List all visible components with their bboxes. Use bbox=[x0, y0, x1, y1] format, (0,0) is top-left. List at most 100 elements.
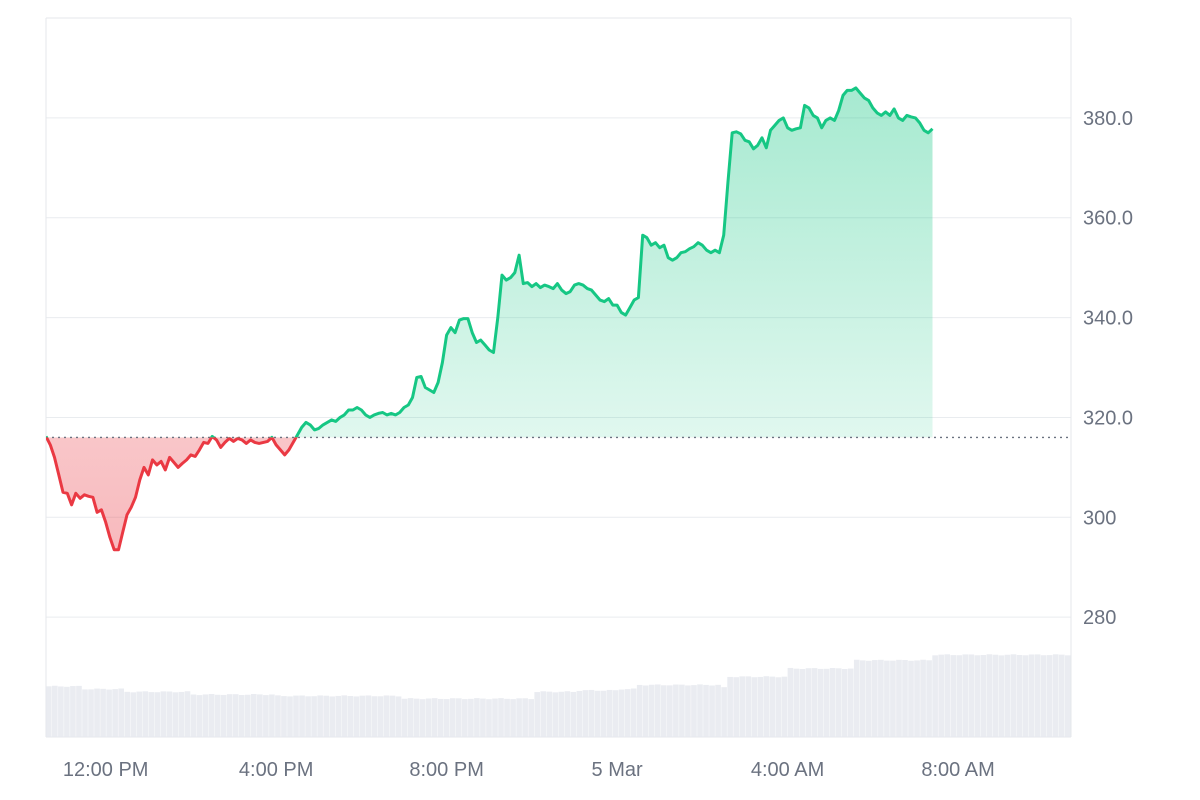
volume-bar bbox=[341, 695, 348, 737]
volume-bar bbox=[636, 684, 643, 737]
volume-bar bbox=[739, 676, 746, 737]
price-line-down bbox=[46, 437, 298, 552]
volume-bar bbox=[118, 688, 124, 737]
axes: 380.0 360.0 340.0 320.0 300 280 12:00 PM 4:00 P… bbox=[63, 108, 1133, 781]
volume-bar bbox=[715, 684, 721, 737]
volume-bar bbox=[853, 659, 860, 737]
volume-bar bbox=[449, 698, 456, 737]
volume-bar bbox=[504, 698, 510, 737]
volume-bar bbox=[263, 695, 269, 737]
volume-bar bbox=[383, 695, 390, 737]
volume-bar bbox=[431, 698, 438, 737]
volume-bar bbox=[305, 696, 311, 737]
volume-bar bbox=[130, 692, 137, 737]
volume-bar bbox=[835, 668, 842, 737]
volume-bar bbox=[244, 694, 251, 737]
volume-bar bbox=[721, 687, 727, 737]
volume-bar bbox=[1052, 654, 1059, 737]
volume-bar bbox=[685, 685, 691, 737]
volume-bar bbox=[275, 695, 281, 737]
volume-bar bbox=[1022, 655, 1029, 737]
volume-bar bbox=[136, 691, 143, 737]
volume-bar bbox=[968, 654, 975, 737]
volume-bar bbox=[896, 659, 902, 737]
volume-bar bbox=[510, 699, 516, 737]
volume-bar bbox=[371, 696, 378, 737]
area-below-baseline bbox=[46, 437, 297, 550]
volume-bar bbox=[353, 696, 360, 737]
volume-bar bbox=[232, 694, 239, 737]
volume-bar bbox=[401, 698, 408, 737]
volume-bar bbox=[251, 694, 257, 737]
volume-bar bbox=[920, 659, 926, 737]
volume-bar bbox=[612, 690, 619, 737]
volume-bar bbox=[196, 695, 203, 737]
volume-bar bbox=[1010, 654, 1017, 737]
volume-bar bbox=[1016, 655, 1023, 737]
y-tick-label: 380.0 bbox=[1083, 108, 1133, 130]
volume-bar bbox=[956, 655, 963, 737]
volume-bar bbox=[799, 668, 806, 737]
y-tick-label: 300 bbox=[1083, 507, 1116, 529]
volume-bar bbox=[546, 691, 553, 737]
volume-bar bbox=[160, 691, 167, 737]
volume-bar bbox=[679, 684, 685, 737]
volume-bar bbox=[323, 695, 329, 737]
volume-bar bbox=[618, 689, 625, 737]
volume-bar bbox=[823, 668, 830, 737]
volume-bar bbox=[769, 676, 776, 737]
volume-bar bbox=[600, 690, 607, 737]
volume-bar bbox=[630, 688, 637, 737]
volume-bar bbox=[534, 692, 541, 737]
volume-bar bbox=[811, 668, 818, 737]
volume-bar bbox=[202, 694, 209, 737]
volume-bar bbox=[70, 686, 76, 737]
volume-bar bbox=[1028, 654, 1035, 737]
volume-bar bbox=[148, 692, 155, 737]
volume-bar bbox=[691, 685, 697, 737]
volume-bar bbox=[805, 668, 812, 737]
volume-bar bbox=[166, 691, 173, 737]
volume-bar bbox=[456, 698, 462, 737]
volume-bar bbox=[648, 684, 655, 737]
volume-bar bbox=[365, 695, 372, 737]
volume-bar bbox=[1040, 655, 1047, 737]
volume-bar bbox=[359, 695, 366, 737]
volume-bar bbox=[745, 676, 752, 737]
volume-bar bbox=[781, 676, 788, 737]
volume-bar bbox=[208, 694, 215, 737]
volume-bar bbox=[594, 690, 601, 737]
volume-bar bbox=[938, 654, 944, 737]
volume-bar bbox=[100, 688, 106, 737]
volume-bar bbox=[317, 695, 323, 737]
volume-bar bbox=[667, 685, 673, 737]
volume-bar bbox=[673, 684, 679, 737]
volume-bar bbox=[884, 660, 890, 737]
volume-bar bbox=[389, 695, 396, 737]
volume-bar bbox=[932, 655, 938, 737]
volume-bar bbox=[299, 695, 305, 737]
volume-bar bbox=[214, 694, 221, 737]
volume-bar bbox=[178, 691, 185, 737]
volume-bar bbox=[1046, 655, 1053, 737]
volume-bar bbox=[106, 689, 112, 737]
volume-bar bbox=[564, 691, 571, 737]
volume-bar bbox=[88, 689, 94, 737]
volume-bar bbox=[347, 695, 354, 737]
volume-bar bbox=[443, 699, 450, 737]
volume-bar bbox=[413, 698, 420, 737]
x-tick-label: 5 Mar bbox=[592, 759, 643, 781]
volume-bar bbox=[914, 660, 920, 737]
volume-bar bbox=[407, 698, 414, 737]
volume-bar bbox=[419, 699, 426, 737]
volume-bar bbox=[642, 685, 649, 737]
volume-bar bbox=[82, 689, 88, 737]
volume-bar bbox=[516, 698, 522, 737]
volume-bar bbox=[775, 677, 782, 737]
volume-bar bbox=[950, 655, 957, 737]
volume-bar bbox=[570, 691, 577, 737]
volume-bar bbox=[582, 690, 589, 737]
volume-bar bbox=[763, 676, 770, 737]
